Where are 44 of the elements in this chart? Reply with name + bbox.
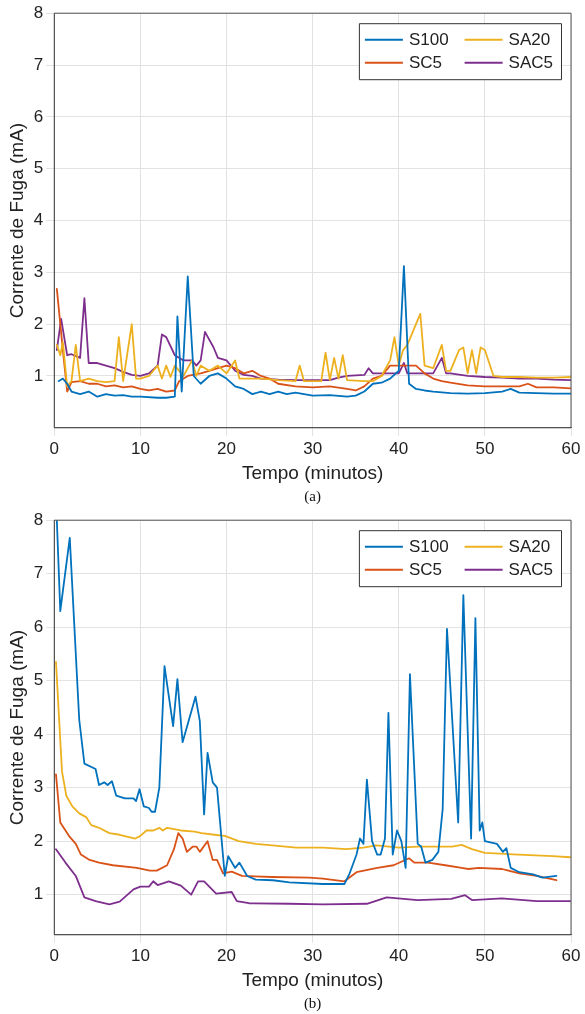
y-tick-label: 8 [33,509,44,529]
x-tick-label: 30 [303,438,323,458]
x-axis-title: Tempo (minutos) [241,968,384,990]
legend-label: SC5 [408,560,442,580]
y-tick-label: 5 [33,158,44,178]
y-tick-label: 2 [33,313,44,333]
y-tick-label: 6 [33,616,44,636]
x-tick-label: 0 [49,945,59,965]
y-tick-label: 7 [33,563,44,583]
x-axis-title: Tempo (minutos) [241,461,384,483]
y-tick-label: 1 [33,365,44,385]
text: (a) [304,488,321,506]
y-tick-label: 4 [33,210,44,230]
y-tick-label: 1 [33,884,44,904]
legend-label: SAC5 [508,53,554,73]
legend-label: SA20 [508,537,551,557]
legend-label: SA20 [508,30,551,50]
legend-label: S100 [408,30,449,50]
y-axis-title: Corrente de Fuga (mA) [5,629,27,826]
y-tick-label: 2 [33,830,44,850]
legend-label: SAC5 [508,560,554,580]
y-tick-label: 5 [33,670,44,690]
y-tick-label: 3 [33,777,44,797]
y-tick-label: 8 [33,2,44,22]
x-tick-label: 50 [475,945,495,965]
x-tick-label: 50 [475,438,495,458]
y-tick-label: 7 [33,54,44,74]
x-tick-label: 40 [389,438,409,458]
legend-label: S100 [408,537,449,557]
legend-label: SC5 [408,53,442,73]
y-tick-label: 3 [33,262,44,282]
x-tick-label: 10 [130,438,150,458]
x-tick-label: 60 [561,438,581,458]
y-tick-label: 6 [33,106,44,126]
x-tick-label: 60 [561,945,581,965]
y-axis-title: Corrente de Fuga (mA) [5,122,27,319]
x-tick-label: 40 [389,945,409,965]
x-tick-label: 30 [303,945,323,965]
text: (b) [303,995,322,1013]
x-tick-label: 20 [217,945,236,965]
x-tick-label: 10 [130,945,150,965]
y-tick-label: 4 [33,723,44,743]
x-tick-label: 0 [49,438,59,458]
x-tick-label: 20 [217,438,236,458]
